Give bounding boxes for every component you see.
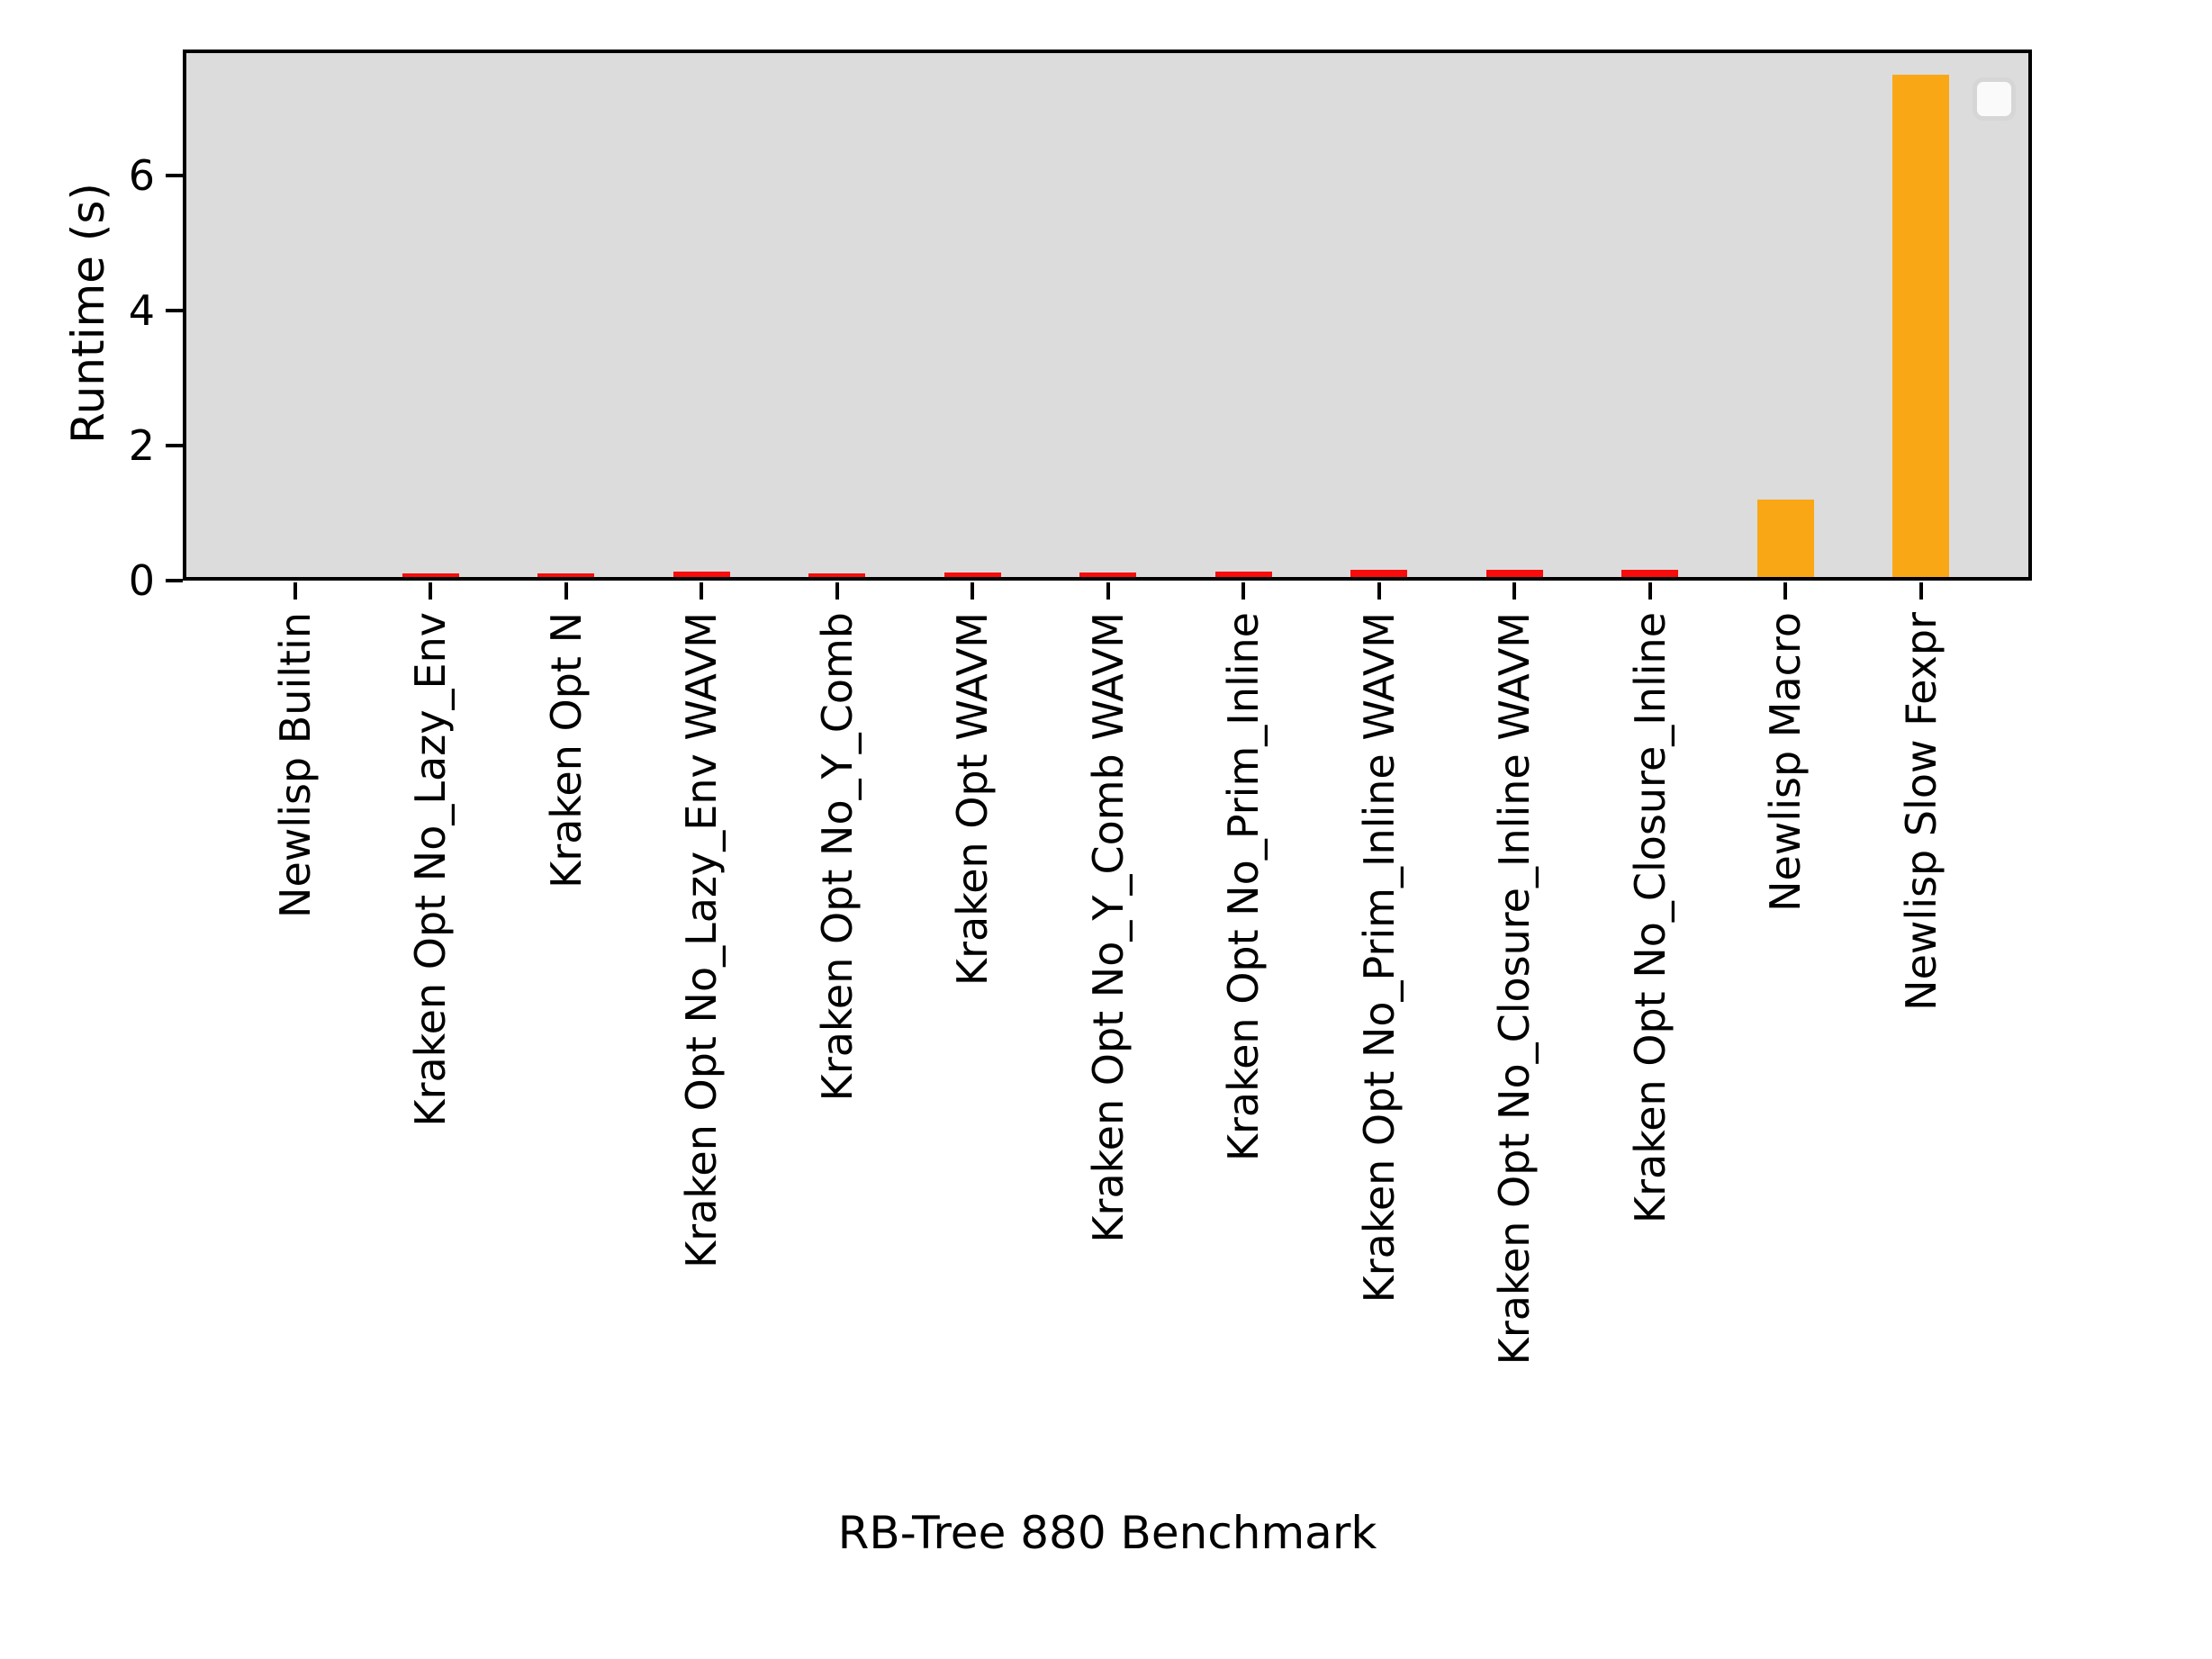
y-tick-label: 4 <box>128 286 155 335</box>
x-tick <box>835 582 839 600</box>
category-label: Kraken Opt No_Prim_Inline WAVM <box>1354 612 1404 1303</box>
x-tick <box>293 582 297 600</box>
category-label: Newlisp Macro <box>1761 612 1810 912</box>
x-tick <box>429 582 432 600</box>
bar-kraken-opt-no-closure-inline-wavm <box>1485 570 1543 577</box>
x-tick <box>1783 582 1787 600</box>
x-tick <box>1106 582 1110 600</box>
category-label: Kraken Opt No_Y_Comb <box>812 612 862 1102</box>
y-tick <box>166 579 183 582</box>
x-tick <box>971 582 974 600</box>
bar-newlisp-slow-fexpr <box>1892 75 1949 577</box>
bar-kraken-opt-no-prim-inline-wavm <box>1350 570 1407 577</box>
x-tick <box>1919 582 1923 600</box>
bar-kraken-opt-n <box>537 573 594 577</box>
category-label: Kraken Opt WAVM <box>948 612 997 987</box>
legend-box <box>1973 77 2016 121</box>
bar-kraken-opt-no-lazy-env <box>402 573 459 577</box>
x-axis-label: RB-Tree 880 Benchmark <box>837 1507 1377 1559</box>
bar-kraken-opt-wavm <box>943 573 1001 577</box>
x-tick <box>1648 582 1652 600</box>
y-tick-label: 0 <box>128 556 155 605</box>
x-tick <box>1241 582 1245 600</box>
y-axis-label: Runtime (s) <box>62 183 114 444</box>
category-label: Newlisp Slow Fexpr <box>1896 612 1946 1011</box>
category-label: Kraken Opt No_Closure_Inline WAVM <box>1490 612 1539 1366</box>
bar-kraken-opt-no-y-comb <box>808 573 865 577</box>
bar-kraken-opt-no-closure-inline <box>1621 570 1678 577</box>
category-label: Kraken Opt No_Lazy_Env <box>406 612 455 1127</box>
x-tick <box>1377 582 1381 600</box>
plot-area <box>183 50 2032 581</box>
bar-newlisp-macro <box>1756 500 1814 577</box>
x-tick <box>564 582 568 600</box>
y-tick-label: 6 <box>128 151 155 200</box>
category-label: Kraken Opt No_Prim_Inline <box>1219 612 1268 1162</box>
category-label: Kraken Opt No_Closure_Inline <box>1625 612 1675 1224</box>
category-label: Newlisp Builtin <box>270 612 320 918</box>
category-label: Kraken Opt N <box>541 612 591 888</box>
y-tick-label: 2 <box>128 421 155 470</box>
bar-kraken-opt-no-lazy-env-wavm <box>673 572 730 577</box>
bar-kraken-opt-no-prim-inline <box>1214 572 1272 577</box>
category-label: Kraken Opt No_Y_Comb WAVM <box>1083 612 1133 1243</box>
y-tick <box>166 444 183 447</box>
y-tick <box>166 309 183 312</box>
x-tick <box>1512 582 1516 600</box>
bar-kraken-opt-no-y-comb-wavm <box>1079 573 1136 577</box>
x-tick <box>700 582 703 600</box>
category-label: Kraken Opt No_Lazy_Env WAVM <box>677 612 726 1268</box>
y-tick <box>166 174 183 177</box>
